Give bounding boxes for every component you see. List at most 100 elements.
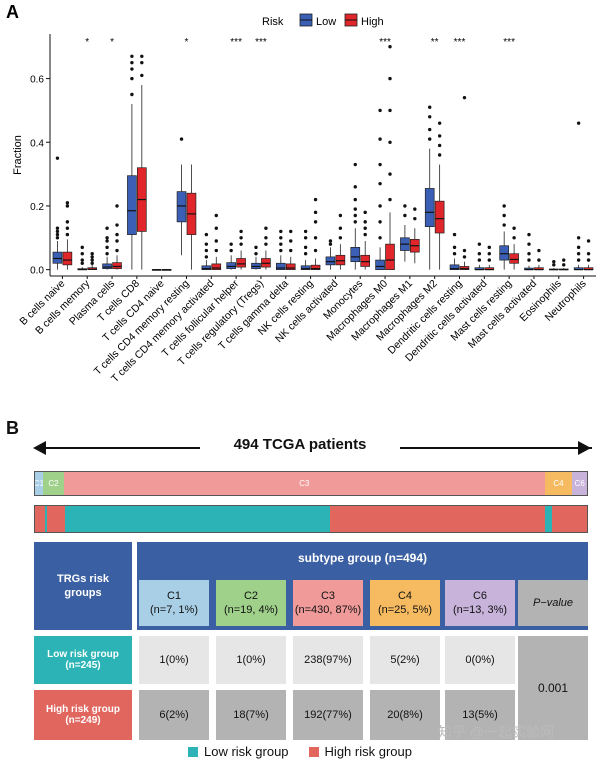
outlier-low [105, 239, 109, 243]
outlier-low [130, 67, 134, 71]
subtype-cell-c1-text-1: (n=7, 1%) [150, 604, 198, 616]
pvalue-header: P−value [518, 580, 588, 626]
outlier-low [527, 258, 531, 262]
legend-label-high: High [361, 16, 384, 28]
high-value-cell-text-0: 18(7%) [233, 709, 269, 721]
outlier-high [90, 258, 94, 262]
panel-letter-b: B [6, 418, 19, 438]
outlier-low [130, 76, 134, 81]
outlier-high [388, 45, 392, 49]
outlier-low [428, 105, 432, 109]
outlier-low [328, 239, 333, 243]
outlier-low [254, 252, 258, 256]
outlier-high [487, 252, 491, 256]
outlier-low [378, 220, 382, 224]
table-header: subtype group (n=494) [137, 542, 588, 573]
subtype-cell-c3: C3 (n=430, 87%) [293, 580, 363, 626]
risk-legend: Low risk group High risk group [0, 744, 600, 759]
outlier-high [65, 204, 70, 208]
high-value-cell: 13(5%) [445, 690, 515, 740]
box-low [499, 245, 509, 261]
outlier-low [353, 197, 357, 202]
outlier-high [363, 226, 367, 230]
y-tick-label: 0.4 [30, 138, 44, 149]
outlier-high [537, 248, 541, 253]
outlier-low [552, 263, 556, 267]
outlier-low [130, 92, 134, 97]
outlier-low [105, 236, 109, 240]
box-low [424, 188, 435, 227]
box-high [211, 263, 222, 270]
subtype-cell-c2: C2 (n=19, 4%) [216, 580, 286, 626]
box-low [176, 191, 187, 223]
pvalue-cell: 0.001 [518, 636, 588, 740]
box-low [300, 265, 311, 270]
box-high [434, 200, 445, 234]
panel-letter-a: A [6, 2, 19, 22]
outlier-low [452, 232, 457, 237]
outlier-high [462, 255, 467, 259]
high-risk-label: High risk group (n=249) [34, 690, 132, 740]
outlier-high [65, 226, 70, 230]
high-value-cell-text-0: 20(8%) [387, 709, 423, 721]
outlier-low [55, 226, 60, 230]
outlier-high [239, 242, 243, 246]
subtype-segment-c3: C3 [64, 472, 545, 495]
significance-mark: *** [503, 37, 515, 48]
outlier-high [363, 232, 367, 237]
high-risk-name: High risk group [46, 704, 120, 715]
box-low [201, 265, 212, 270]
outlier-low [353, 207, 357, 211]
outlier-high [65, 220, 70, 224]
box-high [509, 253, 519, 264]
box-low [226, 262, 236, 270]
subtype-cell-c3-text-0: C3 [320, 590, 336, 602]
outlier-low [477, 252, 482, 256]
outlier-high [90, 261, 94, 265]
outlier-low [279, 242, 283, 246]
outlier-low [80, 258, 84, 262]
box-high [459, 266, 470, 270]
outlier-high [140, 54, 144, 58]
outlier-low [378, 108, 382, 113]
outlier-high [115, 204, 119, 208]
outlier-high [462, 248, 467, 253]
subtype-cell-c1-text-0: C1 [166, 590, 182, 602]
outlier-high [586, 258, 591, 262]
low-value-cell: 5(2%) [370, 636, 440, 684]
risk-segment-high [329, 506, 545, 532]
outlier-low [204, 248, 209, 253]
subtype-cell-c6-text-1: (n=13, 3%) [452, 604, 508, 616]
outlier-high [363, 210, 367, 215]
low-risk-label: Low risk group (n=245) [34, 636, 132, 684]
outlier-high [313, 236, 318, 240]
y-tick-label: 0.6 [30, 75, 44, 86]
low-value-cell: 1(0%) [139, 636, 209, 684]
outlier-low [80, 261, 84, 265]
low-value-cell: 0(0%) [445, 636, 515, 684]
outlier-low [477, 258, 482, 262]
outlier-high [363, 220, 367, 224]
arrow-right-icon [578, 441, 591, 455]
legend-label-low: Low [316, 16, 336, 28]
box-low [52, 251, 63, 264]
high-value-cell-text-0: 6(2%) [159, 709, 189, 721]
outlier-low [204, 255, 209, 259]
outlier-high [537, 258, 541, 262]
outlier-low [279, 248, 283, 253]
outlier-high [65, 201, 70, 205]
box-low [102, 263, 112, 270]
subtype-cell-c4-text-1: (n=25, 5%) [377, 604, 433, 616]
outlier-high [115, 232, 119, 237]
significance-mark: *** [379, 37, 391, 48]
outlier-high [214, 213, 218, 218]
subtype-cell-c1: C1 (n=7, 1%) [139, 580, 209, 626]
outlier-high [388, 140, 392, 144]
subtype-cell-c6: C6 (n=13, 3%) [445, 580, 515, 626]
outlier-high [388, 197, 392, 202]
outlier-high [586, 239, 591, 243]
outlier-high [313, 248, 318, 253]
outlier-high [239, 236, 243, 240]
box-high [285, 263, 296, 270]
y-tick-label: 0.0 [30, 266, 44, 277]
